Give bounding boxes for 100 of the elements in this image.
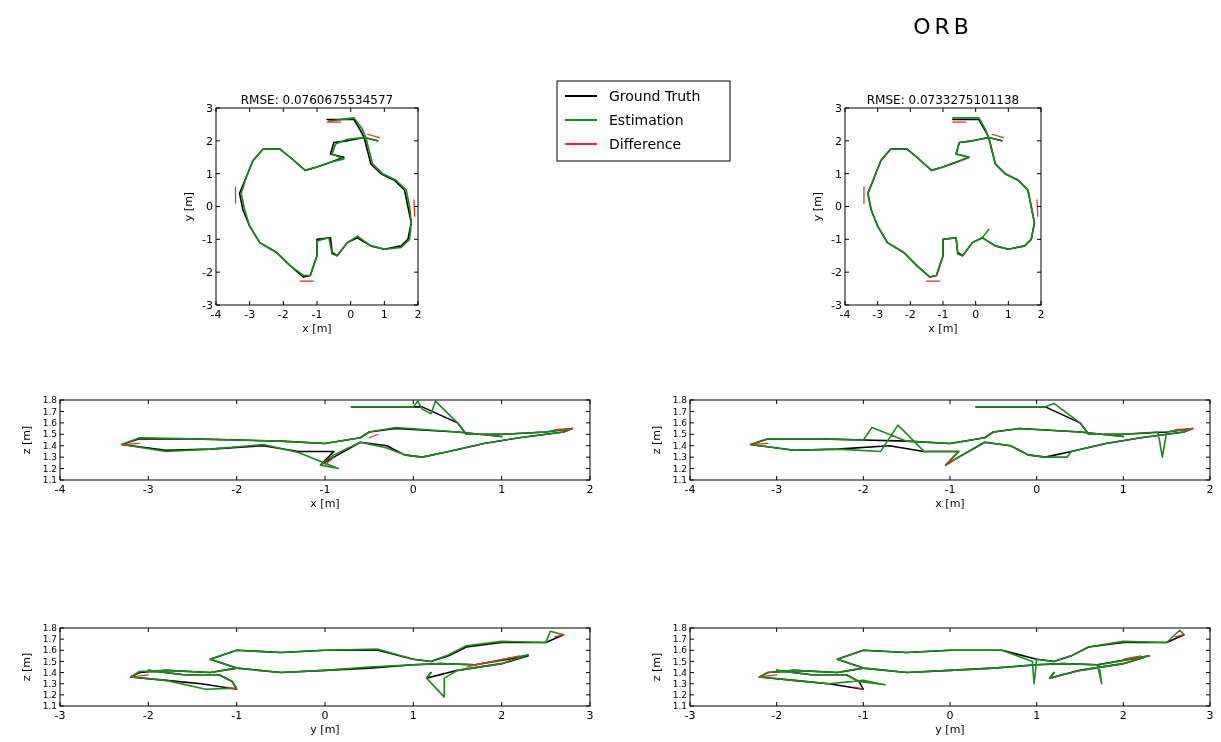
y-tick-label: 1.6 [672, 645, 688, 656]
y-tick-label: 2 [206, 134, 213, 148]
y-axis-title: z [m] [650, 652, 663, 682]
y-axis-title: z [m] [650, 425, 663, 455]
x-tick-label: -3 [54, 709, 66, 722]
x-tick-label: -4 [54, 483, 66, 496]
y-tick-label: 1.5 [42, 656, 57, 667]
chart-title: ORB [913, 14, 973, 39]
x-tick-label: 0 [972, 308, 980, 321]
x-tick-label: 0 [946, 709, 954, 722]
x-tick-label: -4 [839, 308, 851, 321]
y-tick-label: 1.2 [672, 690, 687, 701]
x-tick-label: 0 [1033, 483, 1041, 496]
y-axis-title: y [m] [811, 191, 824, 222]
y-tick-label: 1.3 [42, 678, 57, 689]
y-tick-label: 1.5 [672, 429, 687, 440]
x-tick-label: -2 [277, 308, 289, 321]
y-tick-label: 1.3 [42, 452, 57, 463]
x-tick-label: -3 [244, 308, 256, 321]
y-tick-label: 1.7 [42, 634, 57, 645]
x-tick-label: 3 [1206, 709, 1214, 722]
y-tick-label: 1.2 [42, 690, 57, 701]
y-tick-label: 1.2 [672, 463, 687, 474]
x-tick-label: 2 [1119, 709, 1127, 722]
chart-subtitle: RMSE: 0.0760675534577 [240, 93, 394, 107]
y-tick-label: 1.7 [672, 406, 687, 417]
chart-subtitle: RMSE: 0.0733275101138 [866, 93, 1020, 107]
y-tick-label: 1.7 [672, 634, 687, 645]
y-tick-label: 1.3 [672, 678, 687, 689]
x-tick-label: -3 [771, 483, 783, 496]
x-tick-label: 1 [498, 483, 506, 496]
x-tick-label: 1 [1033, 709, 1041, 722]
x-tick-label: 2 [498, 709, 506, 722]
x-tick-label: 0 [321, 709, 329, 722]
y-tick-label: 1.4 [42, 667, 58, 678]
y-tick-label: 1.4 [42, 440, 58, 451]
x-tick-label: -3 [142, 483, 154, 496]
x-tick-label: 0 [409, 483, 417, 496]
x-tick-label: -2 [857, 483, 869, 496]
y-tick-label: 3 [206, 101, 213, 115]
y-axis-title: z [m] [20, 652, 33, 682]
y-tick-label: 1.5 [672, 656, 687, 667]
y-tick-label: 1.8 [672, 623, 688, 634]
y-tick-label: 1.6 [42, 418, 58, 429]
y-tick-label: 1 [835, 167, 842, 181]
legend-label: Difference [609, 136, 682, 152]
y-tick-label: 1.6 [672, 418, 688, 429]
x-tick-label: -1 [319, 483, 331, 496]
x-tick-label: -3 [872, 308, 884, 321]
x-tick-label: 1 [380, 308, 388, 321]
x-tick-label: -1 [857, 709, 869, 722]
y-tick-label: 2 [835, 134, 842, 148]
y-tick-label: 0 [835, 200, 842, 214]
y-tick-label: 1.6 [42, 645, 58, 656]
x-tick-label: 3 [586, 709, 594, 722]
y-tick-label: 3 [835, 101, 842, 115]
y-axis-title: z [m] [20, 425, 33, 455]
y-tick-label: 1.7 [42, 406, 57, 417]
x-axis-title: x [m] [928, 322, 958, 335]
y-tick-label: -1 [831, 233, 842, 247]
y-tick-label: 1.2 [42, 463, 57, 474]
x-tick-label: -2 [904, 308, 916, 321]
y-tick-label: 0 [206, 200, 213, 214]
x-tick-label: -2 [142, 709, 154, 722]
x-tick-label: 2 [1037, 308, 1045, 321]
x-tick-label: 1 [1004, 308, 1012, 321]
y-tick-label: 1.4 [672, 667, 688, 678]
y-tick-label: 1.4 [672, 440, 688, 451]
x-tick-label: 1 [409, 709, 417, 722]
legend-label: Estimation [609, 112, 684, 128]
y-tick-label: 1.8 [672, 395, 688, 406]
x-tick-label: 1 [1119, 483, 1127, 496]
x-tick-label: 2 [1206, 483, 1214, 496]
x-tick-label: -4 [210, 308, 222, 321]
y-tick-label: 1.5 [42, 429, 57, 440]
y-axis-title: y [m] [182, 191, 195, 222]
y-tick-label: -3 [831, 298, 842, 312]
x-axis-title: x [m] [935, 497, 965, 510]
y-tick-label: 1.1 [42, 475, 57, 486]
y-tick-label: -2 [831, 266, 842, 280]
x-axis-title: y [m] [310, 723, 340, 736]
x-tick-label: 2 [586, 483, 594, 496]
y-tick-label: -1 [202, 233, 213, 247]
y-tick-label: 1.1 [672, 701, 687, 712]
y-tick-label: -2 [202, 266, 213, 280]
y-tick-label: 1.8 [42, 623, 58, 634]
y-tick-label: 1.8 [42, 395, 58, 406]
y-tick-label: 1 [206, 167, 213, 181]
x-tick-label: -1 [311, 308, 323, 321]
y-tick-label: 1.1 [672, 475, 687, 486]
y-tick-label: 1.3 [672, 452, 687, 463]
x-tick-label: -3 [684, 709, 696, 722]
x-tick-label: -1 [937, 308, 949, 321]
x-tick-label: -2 [771, 709, 783, 722]
y-tick-label: -3 [202, 298, 213, 312]
x-tick-label: -4 [684, 483, 696, 496]
x-tick-label: 2 [414, 308, 422, 321]
x-axis-title: x [m] [310, 497, 340, 510]
x-axis-title: x [m] [302, 322, 332, 335]
legend-label: Ground Truth [609, 88, 701, 104]
